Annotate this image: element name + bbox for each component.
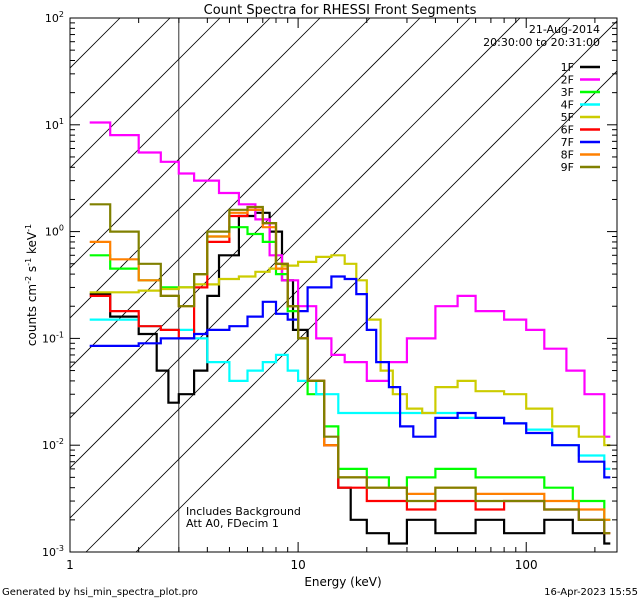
series-9f-line <box>89 203 611 535</box>
legend-label-8f: 8F <box>561 149 574 162</box>
legend-label-1f: 1F <box>561 61 574 74</box>
time-range-label: 20:30:00 to 20:31:00 <box>483 36 600 49</box>
series-2f-line <box>89 121 611 438</box>
date-label: 21-Aug-2014 <box>529 23 600 36</box>
y-tick-label: 100 <box>45 224 64 239</box>
y-axis-label: counts cm-2 s-1 keV-1 <box>24 224 39 346</box>
series-7f-line <box>89 275 611 479</box>
plot-frame <box>69 17 618 553</box>
legend-label-4f: 4F <box>561 99 574 112</box>
annotation-background: Includes Background <box>186 505 301 518</box>
footer-generated-by: Generated by hsi_min_spectra_plot.pro <box>2 587 198 598</box>
y-tick-label: 10-1 <box>42 330 64 345</box>
chart-title: Count Spectra for RHESSI Front Segments <box>204 3 477 18</box>
legend-label-7f: 7F <box>561 136 574 149</box>
legend-label-9f: 9F <box>561 161 574 174</box>
y-tick-label: 10-3 <box>42 544 64 559</box>
x-tick-label: 100 <box>515 558 538 572</box>
x-axis-label: Energy (keV) <box>304 575 381 589</box>
y-tick-label: 101 <box>45 117 64 132</box>
annotation-attenuator: Att A0, FDecim 1 <box>186 517 279 530</box>
series-1f-line <box>89 211 611 545</box>
legend-label-6f: 6F <box>561 124 574 137</box>
y-tick-label: 102 <box>45 10 64 25</box>
series-5f-line <box>89 254 611 447</box>
x-tick-label: 1 <box>66 558 74 572</box>
legend-label-3f: 3F <box>561 86 574 99</box>
footer-timestamp: 16-Apr-2023 15:55 <box>544 587 638 598</box>
x-tick-label: 10 <box>290 558 305 572</box>
hatched-region <box>70 18 617 552</box>
legend-label-5f: 5F <box>561 111 574 124</box>
y-tick-label: 10-2 <box>42 437 64 452</box>
legend-label-2f: 2F <box>561 74 574 87</box>
